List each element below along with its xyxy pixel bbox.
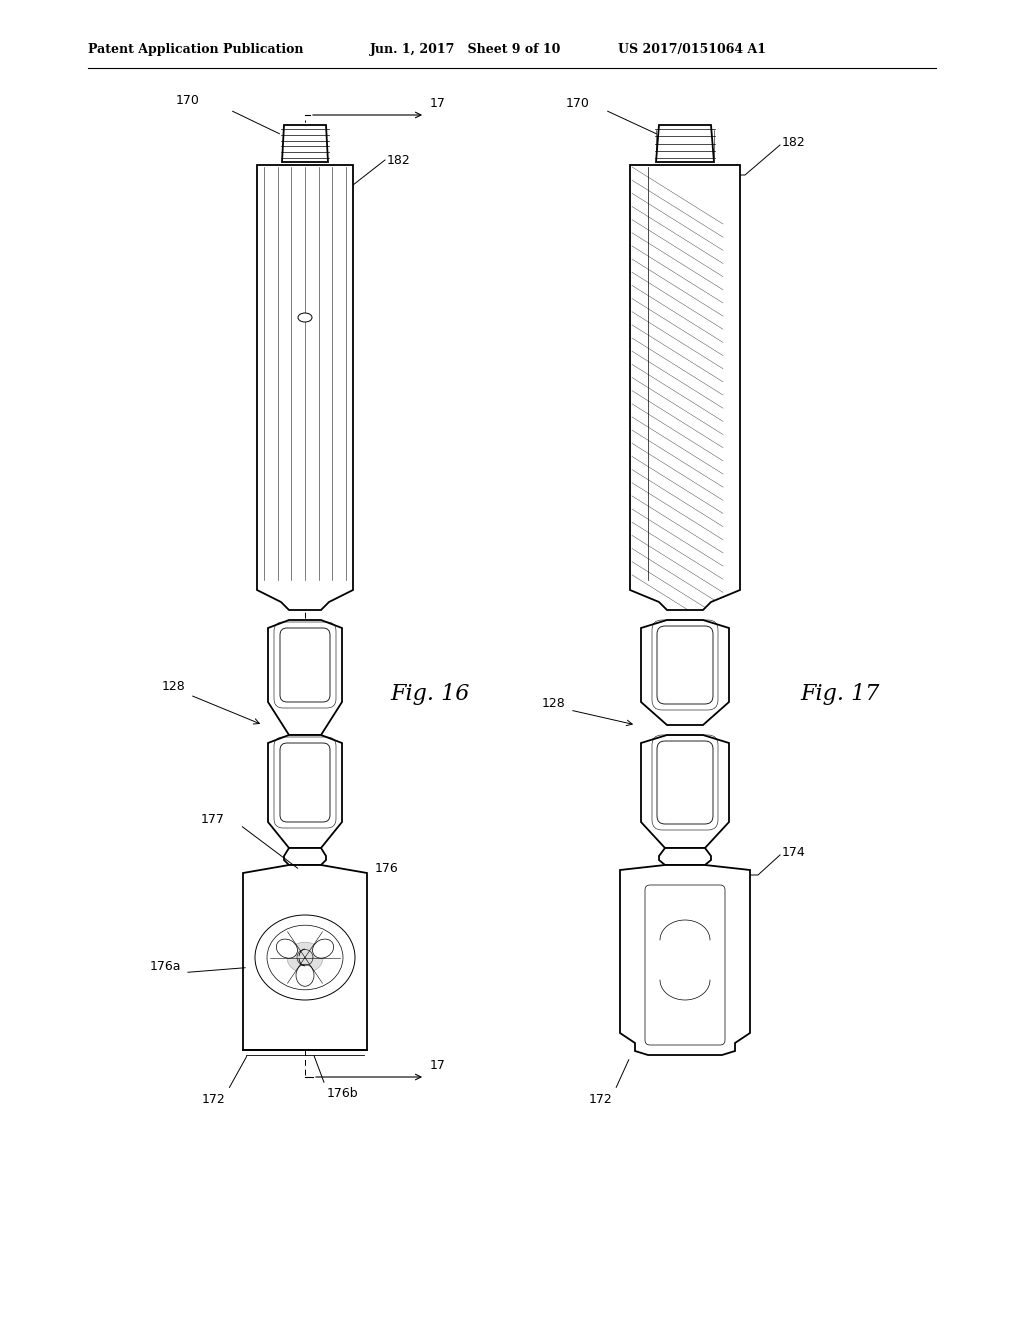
Polygon shape xyxy=(268,620,342,735)
Polygon shape xyxy=(620,865,750,1055)
Text: 177: 177 xyxy=(201,813,225,826)
Text: Fig. 16: Fig. 16 xyxy=(390,682,469,705)
Text: 182: 182 xyxy=(387,153,411,166)
Text: 174: 174 xyxy=(782,846,806,859)
Text: 128: 128 xyxy=(542,697,565,710)
Text: 172: 172 xyxy=(588,1093,612,1106)
FancyBboxPatch shape xyxy=(657,741,713,824)
Text: US 2017/0151064 A1: US 2017/0151064 A1 xyxy=(618,44,766,57)
Text: 176: 176 xyxy=(375,862,398,875)
Text: 170: 170 xyxy=(176,94,200,107)
Ellipse shape xyxy=(255,915,355,1001)
Text: 128: 128 xyxy=(161,680,185,693)
Text: 182: 182 xyxy=(782,136,806,149)
Text: 176a: 176a xyxy=(150,961,181,974)
Ellipse shape xyxy=(296,965,314,986)
Ellipse shape xyxy=(276,939,297,958)
Polygon shape xyxy=(284,847,326,865)
Polygon shape xyxy=(659,847,711,865)
Polygon shape xyxy=(656,125,714,162)
Polygon shape xyxy=(630,165,740,610)
Text: 176b: 176b xyxy=(327,1086,358,1100)
Text: 17: 17 xyxy=(430,1059,445,1072)
Ellipse shape xyxy=(267,925,343,990)
Polygon shape xyxy=(243,865,367,1049)
Text: Fig. 17: Fig. 17 xyxy=(800,682,880,705)
FancyBboxPatch shape xyxy=(280,628,330,702)
Ellipse shape xyxy=(298,313,312,322)
Ellipse shape xyxy=(312,939,334,958)
Polygon shape xyxy=(641,620,729,725)
FancyBboxPatch shape xyxy=(657,626,713,704)
Text: Patent Application Publication: Patent Application Publication xyxy=(88,44,303,57)
Polygon shape xyxy=(641,735,729,847)
Polygon shape xyxy=(257,165,353,610)
Text: 17: 17 xyxy=(430,96,445,110)
FancyBboxPatch shape xyxy=(280,743,330,822)
Polygon shape xyxy=(282,125,328,162)
Text: 170: 170 xyxy=(566,96,590,110)
Ellipse shape xyxy=(287,942,323,973)
Text: 172: 172 xyxy=(202,1093,225,1106)
Text: Jun. 1, 2017   Sheet 9 of 10: Jun. 1, 2017 Sheet 9 of 10 xyxy=(370,44,561,57)
Polygon shape xyxy=(268,735,342,847)
